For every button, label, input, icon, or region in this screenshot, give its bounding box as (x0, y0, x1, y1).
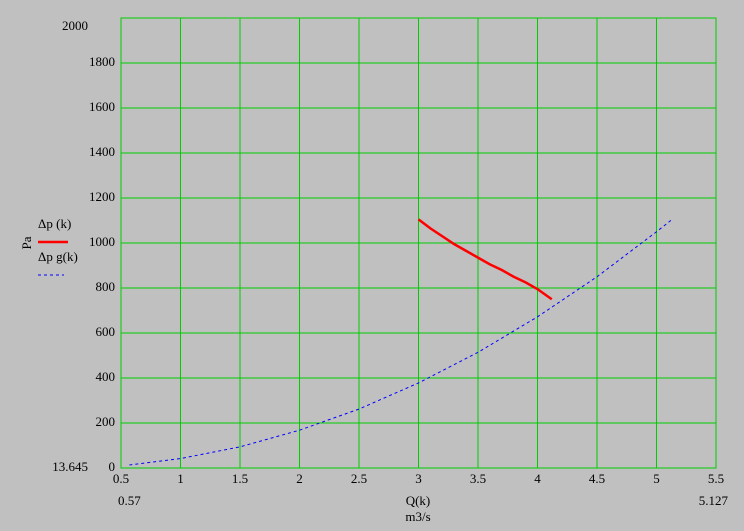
x-tick-label: 4 (534, 471, 541, 486)
x-tick-label: 1 (177, 471, 184, 486)
y-tick-label: 400 (96, 369, 116, 384)
y-max-label: 2000 (62, 18, 88, 33)
series-line (417, 218, 553, 301)
x-axis-label: Q(k) (406, 493, 431, 508)
y-tick-label: 600 (96, 324, 116, 339)
y-min-label: 13.645 (52, 459, 88, 474)
legend-label: Δp g(k) (38, 249, 78, 264)
y-tick-label: 1800 (89, 54, 115, 69)
y-axis-label: Pa (19, 236, 34, 249)
x-tick-label: 2.5 (351, 471, 367, 486)
y-tick-label: 200 (96, 414, 116, 429)
x-tick-label: 5.5 (708, 471, 724, 486)
x-tick-label: 5 (653, 471, 660, 486)
x-max-label: 5.127 (699, 493, 729, 508)
plot-border (120, 17, 717, 469)
y-tick-label: 0 (109, 459, 116, 474)
x-tick-label: 0.5 (113, 471, 129, 486)
x-axis-unit: m3/s (405, 509, 430, 524)
y-tick-label: 1000 (89, 234, 115, 249)
x-tick-label: 4.5 (589, 471, 605, 486)
x-tick-label: 2 (296, 471, 303, 486)
x-tick-label: 3.5 (470, 471, 486, 486)
y-tick-label: 1200 (89, 189, 115, 204)
y-tick-label: 1400 (89, 144, 115, 159)
legend-label: Δp (k) (38, 216, 71, 231)
x-min-label: 0.57 (118, 493, 141, 508)
y-tick-label: 1600 (89, 99, 115, 114)
y-tick-label: 800 (96, 279, 116, 294)
x-tick-label: 1.5 (232, 471, 248, 486)
series-line (129, 219, 672, 466)
x-tick-label: 3 (415, 471, 422, 486)
